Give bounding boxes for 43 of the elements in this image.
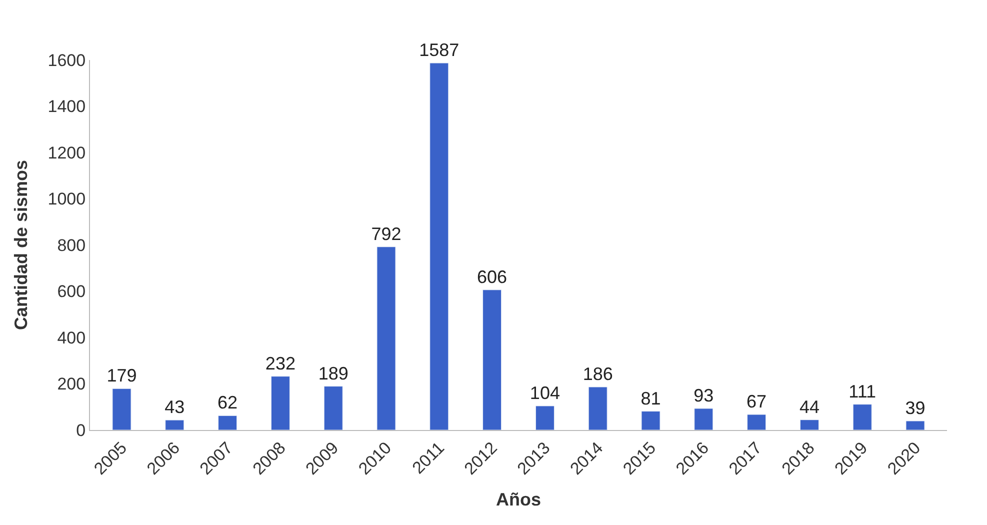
data-label: 62 bbox=[218, 392, 238, 413]
bar bbox=[906, 420, 925, 430]
x-axis-title: Años bbox=[496, 490, 541, 510]
data-label: 39 bbox=[905, 398, 926, 418]
y-tick-label: 600 bbox=[57, 282, 86, 302]
y-tick-label: 1000 bbox=[48, 190, 86, 209]
data-label: 67 bbox=[746, 392, 767, 412]
bar bbox=[376, 246, 396, 430]
y-tick-label: 200 bbox=[57, 374, 86, 394]
bar bbox=[218, 415, 238, 430]
data-label: 179 bbox=[106, 366, 137, 386]
bar bbox=[694, 408, 714, 430]
y-tick-label: 800 bbox=[57, 236, 86, 255]
bar bbox=[588, 386, 608, 430]
data-label: 111 bbox=[848, 381, 876, 402]
bar bbox=[270, 376, 290, 430]
data-label: 606 bbox=[477, 266, 508, 287]
bar bbox=[800, 420, 819, 430]
data-label: 189 bbox=[318, 363, 348, 384]
y-tick-label: 1600 bbox=[48, 50, 86, 70]
bar bbox=[112, 388, 132, 430]
data-label: 792 bbox=[371, 224, 402, 244]
bar bbox=[482, 290, 502, 430]
data-label: 186 bbox=[582, 364, 613, 384]
data-label: 93 bbox=[694, 385, 714, 406]
data-label: 43 bbox=[164, 397, 185, 418]
data-label: 81 bbox=[640, 388, 661, 408]
y-tick-label: 1200 bbox=[48, 143, 86, 162]
bar bbox=[535, 406, 554, 430]
data-label: 104 bbox=[530, 382, 560, 403]
bar bbox=[747, 414, 766, 430]
y-tick-label: 1400 bbox=[48, 97, 86, 116]
bar bbox=[324, 386, 343, 430]
data-label: 232 bbox=[265, 353, 296, 374]
bar bbox=[165, 420, 184, 430]
bar bbox=[852, 404, 872, 430]
data-label: 44 bbox=[799, 396, 820, 417]
data-label: 1587 bbox=[419, 40, 460, 60]
y-axis-title: Cantidad de sismos bbox=[10, 160, 31, 330]
bar bbox=[430, 62, 449, 430]
bar bbox=[641, 411, 660, 430]
y-tick-label: 400 bbox=[57, 328, 86, 348]
y-tick-label: 0 bbox=[76, 420, 86, 440]
